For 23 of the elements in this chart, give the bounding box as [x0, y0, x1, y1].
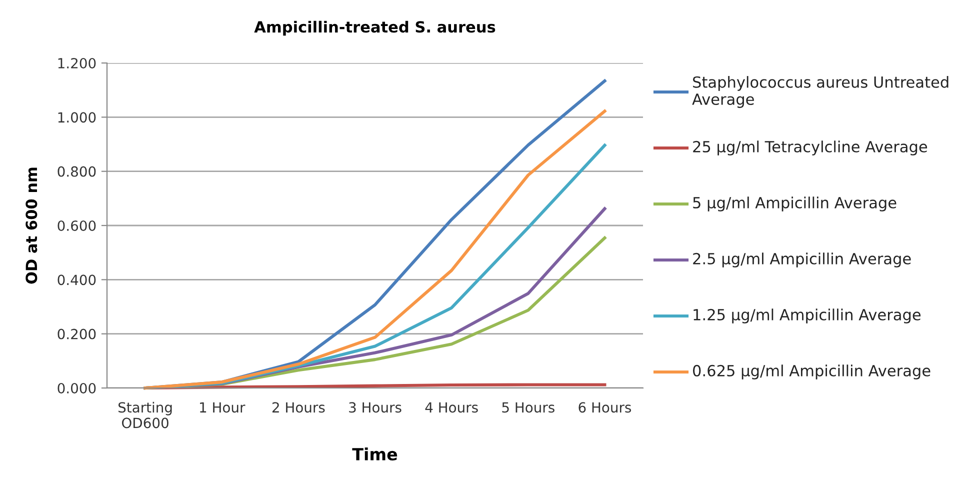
x-tick-label: 2 Hours — [272, 402, 325, 413]
legend-label: 1.25 µg/ml Ampicillin Average — [694, 308, 921, 324]
legend-label: 0.625 µg/ml Ampicillin Average — [693, 364, 930, 380]
x-axis-title: Time — [352, 448, 398, 460]
legend-label: 2.5 µg/ml Ampicillin Average — [693, 252, 911, 268]
x-tick-label: 3 Hours — [349, 402, 402, 413]
y-tick-label: 0.400 — [58, 274, 96, 286]
legend-label: 5 µg/ml Ampicillin Average — [693, 196, 896, 212]
y-tick-label: 1.000 — [58, 112, 96, 123]
x-tick-label: 5 Hours — [502, 402, 554, 413]
x-tick-label: 4 Hours — [425, 402, 478, 413]
y-axis-title: OD at 600 nm — [26, 168, 38, 284]
chart-title: Ampicillin-treated S. aureus — [254, 20, 496, 36]
y-tick-label: 0.800 — [58, 166, 96, 177]
y-tick-label: 0.600 — [58, 220, 96, 231]
legend-label: Staphylococcus aureus Untreated Average — [692, 76, 948, 108]
legend-label: 25 µg/ml Tetracylcline Average — [693, 140, 928, 156]
y-tick-label: 0.000 — [58, 382, 96, 394]
x-tick-label: 6 Hours — [578, 402, 632, 413]
x-tick-label: Starting OD600 — [118, 402, 172, 428]
x-tick-label: 1 Hour — [200, 402, 246, 413]
y-tick-label: 1.200 — [58, 58, 96, 68]
y-tick-label: 0.200 — [58, 328, 96, 340]
